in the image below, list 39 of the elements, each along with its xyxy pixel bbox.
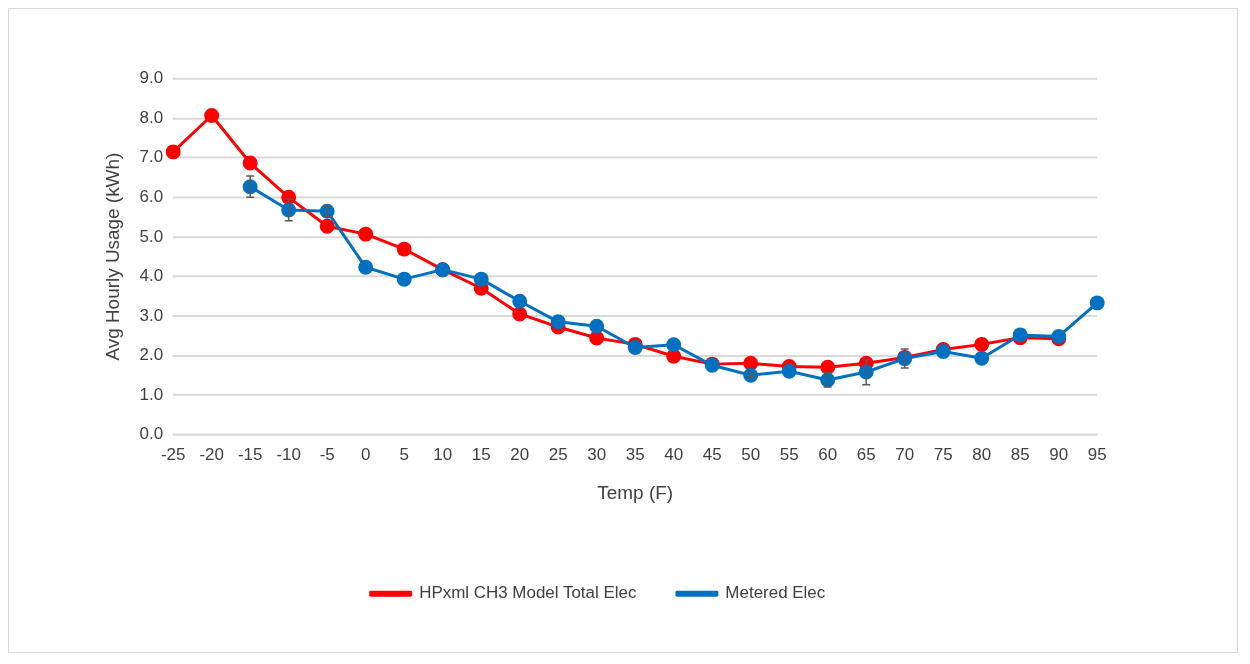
- y-axis-title: Avg Hourly Usage (kWh): [102, 152, 124, 361]
- x-tick-label: 0: [360, 445, 371, 465]
- x-tick-label: 85: [1010, 445, 1030, 465]
- x-tick-label: 30: [587, 445, 607, 465]
- y-tick-label: 7.0: [139, 147, 164, 167]
- x-tick-label: 45: [702, 445, 722, 465]
- y-tick-label: 4.0: [139, 266, 164, 286]
- x-tick-label: -25: [160, 445, 186, 465]
- legend-label: HPxml CH3 Model Total Elec: [419, 583, 637, 603]
- x-tick-label: 50: [741, 445, 761, 465]
- y-tick-label: 0.0: [139, 424, 164, 444]
- x-tick-label: -5: [319, 445, 335, 465]
- y-tick-label: 5.0: [139, 226, 164, 246]
- x-tick-label: 15: [471, 445, 491, 465]
- y-tick-label: 3.0: [139, 305, 164, 325]
- y-tick-label: 8.0: [139, 107, 164, 127]
- x-tick-label: -15: [237, 445, 263, 465]
- y-tick-label: 9.0: [139, 68, 164, 88]
- x-tick-label: 70: [895, 445, 915, 465]
- x-tick-label: 40: [664, 445, 684, 465]
- x-tick-label: 75: [933, 445, 953, 465]
- x-tick-label: 20: [510, 445, 530, 465]
- x-tick-label: -20: [199, 445, 224, 465]
- x-tick-label: 90: [1049, 445, 1069, 465]
- y-tick-label: 2.0: [139, 345, 164, 365]
- y-tick-label: 1.0: [139, 384, 164, 404]
- x-tick-label: 65: [856, 445, 876, 465]
- x-tick-label: 95: [1087, 445, 1107, 465]
- x-tick-label: 5: [399, 445, 409, 465]
- legend-label: Metered Elec: [725, 583, 826, 603]
- x-tick-label: 25: [548, 445, 568, 465]
- x-tick-label: 35: [625, 445, 645, 465]
- x-tick-label: 80: [972, 445, 992, 465]
- x-axis-title: Temp (F): [597, 482, 674, 504]
- x-tick-label: 60: [818, 445, 838, 465]
- x-tick-label: -10: [276, 445, 301, 465]
- y-tick-label: 6.0: [139, 187, 164, 207]
- x-tick-label: 10: [433, 445, 453, 465]
- x-tick-label: 55: [779, 445, 799, 465]
